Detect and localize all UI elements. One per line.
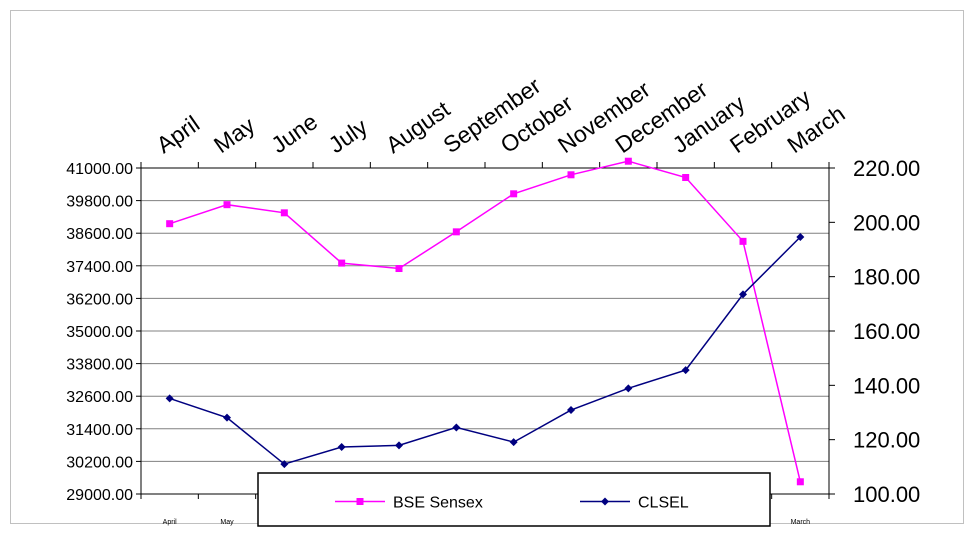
left-tick-label: 36200.00: [66, 291, 133, 308]
right-tick-label: 160.00: [853, 319, 920, 344]
series-point-1: [452, 423, 461, 432]
series-point-1: [681, 366, 690, 375]
right-tick-label: 200.00: [853, 210, 920, 235]
left-tick-label: 32600.00: [66, 389, 133, 406]
left-tick-label: 29000.00: [66, 487, 133, 504]
series-point-0: [452, 228, 460, 236]
series-point-0: [624, 157, 632, 165]
legend-label-1: CLSEL: [638, 495, 689, 512]
left-tick-label: 33800.00: [66, 357, 133, 374]
bottom-category-label: March: [791, 519, 811, 526]
series-point-0: [567, 171, 575, 179]
series-line-1: [169, 236, 801, 465]
series-point-0: [166, 220, 174, 228]
bottom-category-label: May: [220, 519, 234, 526]
right-tick-label: 140.00: [853, 373, 920, 398]
series-point-1: [280, 460, 289, 469]
legend-marker-1: [601, 497, 609, 506]
series-point-1: [337, 443, 346, 452]
series-point-0: [280, 209, 288, 217]
left-tick-label: 31400.00: [66, 422, 133, 439]
series-point-0: [682, 174, 690, 182]
left-tick-label: 41000.00: [66, 161, 133, 178]
chart-border: [10, 10, 964, 524]
series-point-1: [165, 394, 174, 403]
series-point-1: [223, 413, 231, 422]
right-tick-label: 100.00: [853, 482, 920, 507]
series-point-1: [796, 233, 805, 242]
series-point-1: [567, 406, 575, 415]
left-tick-label: 35000.00: [66, 324, 133, 341]
series-point-0: [510, 190, 518, 198]
series-point-1: [739, 290, 747, 299]
series-line-0: [169, 160, 802, 482]
left-tick-label: 37400.00: [66, 259, 133, 276]
right-tick-label: 220.00: [853, 156, 920, 181]
legend-box: [257, 472, 771, 527]
left-tick-label: 39800.00: [66, 194, 133, 211]
legend-label-0: BSE Sensex: [393, 495, 483, 512]
series-point-0: [223, 201, 231, 209]
series-point-0: [739, 237, 747, 245]
legend-marker-0: [356, 498, 364, 505]
bottom-category-label: April: [163, 519, 177, 526]
left-tick-label: 30200.00: [66, 454, 133, 471]
right-tick-label: 180.00: [853, 265, 920, 290]
series-point-1: [509, 438, 518, 447]
left-tick-label: 38600.00: [66, 226, 133, 243]
series-point-0: [395, 265, 403, 273]
series-point-1: [395, 441, 403, 450]
series-point-1: [624, 384, 633, 393]
series-point-0: [796, 478, 804, 486]
series-point-0: [338, 259, 346, 267]
right-tick-label: 120.00: [853, 428, 920, 453]
